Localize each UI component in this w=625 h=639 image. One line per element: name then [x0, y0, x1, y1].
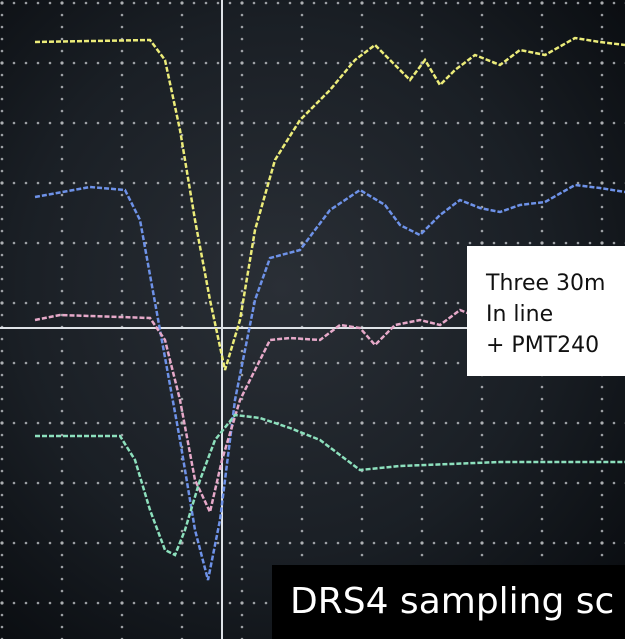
annotation-line: In line	[486, 302, 554, 327]
pink-trace	[34, 308, 481, 516]
annotation-line: Three 30m	[486, 271, 606, 296]
green-trace	[35, 413, 625, 557]
annotation-box: Three 30m In line + PMT240	[467, 246, 625, 376]
yellow-trace	[34, 36, 625, 371]
blue-trace	[34, 183, 625, 581]
annotation-line: + PMT240	[486, 333, 600, 358]
caption: DRS4 sampling sc	[272, 565, 625, 639]
